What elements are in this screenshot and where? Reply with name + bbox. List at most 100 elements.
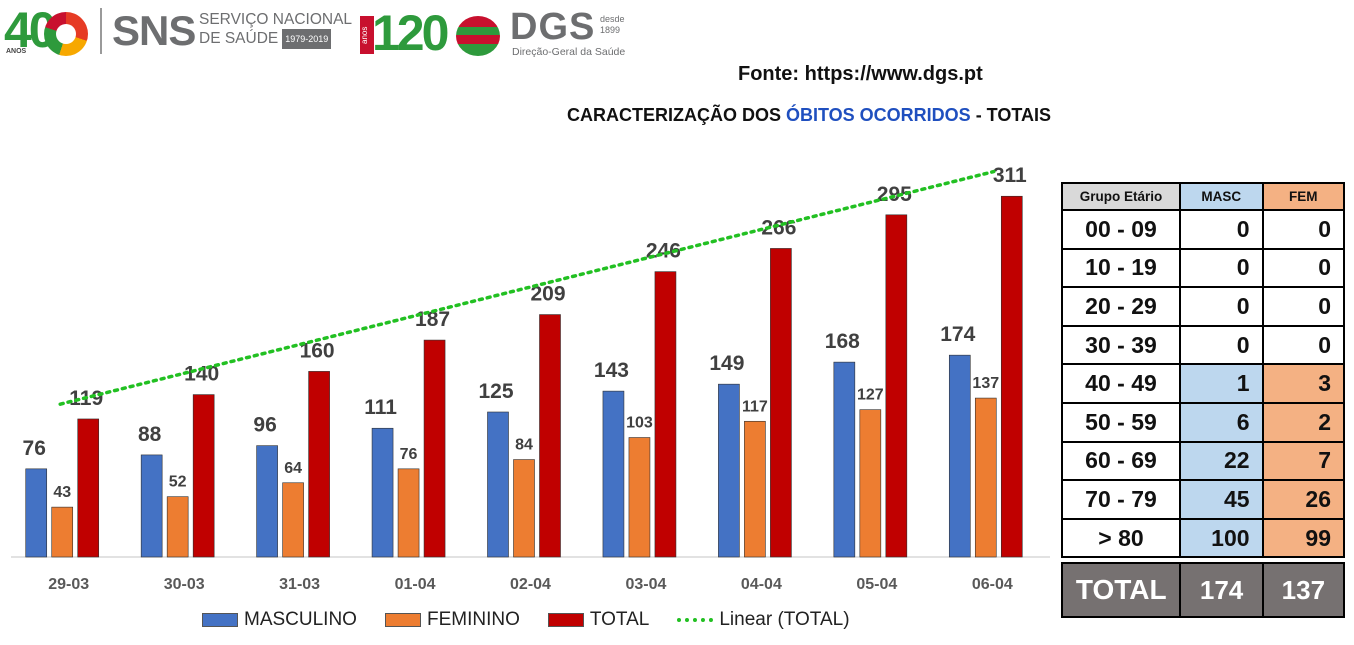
- bar-total-02-04: [539, 314, 561, 558]
- x-tick-label-01-04: 01-04: [395, 576, 436, 593]
- title-part-2: - TOTAIS: [970, 105, 1052, 125]
- data-label-total-06-04: 311: [993, 164, 1027, 187]
- total-masc: 174: [1179, 562, 1264, 618]
- sns-full-name: SERVIÇO NACIONAL DE SAÚDE 1979-2019: [199, 11, 352, 49]
- bar-masculino-05-04: [833, 361, 856, 558]
- dgs-anniv-number: 120: [372, 5, 449, 61]
- cell-masc: 0: [1178, 247, 1264, 289]
- table-row: 10 - 19 0 0: [1061, 247, 1346, 289]
- x-tick-label-30-03: 30-03: [164, 576, 205, 593]
- bar-masculino-03-04: [602, 390, 625, 558]
- legend-swatch-feminino: [384, 613, 421, 627]
- cell-fem: 2: [1261, 401, 1346, 443]
- cell-age-group: 70 - 79: [1061, 479, 1181, 520]
- data-label-feminino-01-04: 76: [400, 446, 418, 463]
- cell-fem: 3: [1261, 363, 1346, 404]
- legend-item-masculino: MASCULINO: [202, 609, 357, 631]
- cell-masc: 6: [1178, 401, 1264, 443]
- title-highlight: ÓBITOS OCORRIDOS: [786, 105, 971, 125]
- legend-label-masculino: MASCULINO: [244, 609, 357, 630]
- table-row: 40 - 49 1 3: [1061, 363, 1346, 404]
- cell-age-group: 30 - 39: [1061, 324, 1181, 366]
- sns-logo-text: SNS: [112, 7, 196, 54]
- bar-feminino-05-04: [859, 409, 882, 558]
- bar-feminino-04-04: [744, 420, 766, 558]
- total-row: TOTAL 174 137: [1060, 562, 1346, 618]
- bar-total-30-03: [192, 394, 215, 558]
- age-table-header-row: Grupo Etário MASC FEM: [1061, 182, 1346, 211]
- cell-fem: 26: [1261, 479, 1346, 520]
- bar-masculino-06-04: [948, 354, 971, 558]
- legend-swatch-masculino: [202, 613, 238, 627]
- table-row: 20 - 29 0 0: [1061, 286, 1346, 327]
- table-row: > 80 100 99: [1061, 517, 1346, 559]
- bar-feminino-29-03: [51, 506, 74, 558]
- data-label-feminino-04-04: 117: [742, 398, 768, 415]
- table-row: 30 - 39 0 0: [1061, 324, 1346, 366]
- cell-age-group: > 80: [1061, 517, 1181, 559]
- data-label-masculino-04-04: 149: [709, 352, 744, 375]
- legend-label-total: TOTAL: [589, 609, 650, 630]
- data-label-feminino-29-03: 43: [53, 484, 71, 501]
- data-label-feminino-02-04: 84: [515, 437, 533, 454]
- bar-total-29-03: [77, 418, 100, 558]
- total-fem: 137: [1261, 562, 1346, 618]
- dgs-since: desde 1899: [600, 14, 625, 36]
- bar-masculino-31-03: [256, 445, 278, 558]
- data-label-total-04-04: 266: [761, 216, 796, 239]
- chart-legend: MASCULINO FEMININO TOTAL Linear (TOTAL): [202, 609, 878, 631]
- bar-masculino-04-04: [718, 383, 740, 558]
- legend-item-feminino: FEMININO: [384, 609, 520, 631]
- x-tick-label-31-03: 31-03: [279, 576, 320, 593]
- trendline-linear-total: [58, 169, 996, 406]
- bar-masculino-02-04: [487, 411, 509, 558]
- data-label-feminino-31-03: 64: [284, 460, 302, 477]
- data-label-masculino-01-04: 111: [364, 396, 397, 419]
- data-label-feminino-30-03: 52: [169, 474, 187, 491]
- cell-masc: 0: [1178, 209, 1264, 250]
- cell-age-group: 20 - 29: [1061, 286, 1181, 327]
- cell-masc: 45: [1178, 479, 1264, 520]
- logo-divider: [100, 8, 102, 54]
- data-label-total-02-04: 209: [530, 283, 565, 306]
- sns-line-1: SERVIÇO NACIONAL: [199, 11, 353, 28]
- bar-feminino-31-03: [282, 482, 304, 558]
- total-label: TOTAL: [1060, 562, 1182, 618]
- cell-masc: 1: [1178, 363, 1264, 404]
- x-tick-label-06-04: 06-04: [972, 576, 1013, 593]
- bar-masculino-29-03: [25, 468, 48, 558]
- bar-masculino-01-04: [371, 427, 394, 558]
- table-row: 60 - 69 22 7: [1061, 440, 1346, 482]
- header-age-group: Grupo Etário: [1061, 182, 1181, 211]
- data-label-masculino-29-03: 76: [23, 437, 46, 460]
- title-part-1: CARACTERIZAÇÃO DOS: [567, 105, 786, 125]
- bar-total-05-04: [885, 214, 908, 558]
- dgs-logo-text: DGS: [510, 6, 596, 48]
- age-group-table: Grupo Etário MASC FEM 00 - 09 0 0 10 - 1…: [1061, 182, 1346, 559]
- x-tick-label-02-04: 02-04: [510, 576, 551, 593]
- bar-total-06-04: [1000, 195, 1023, 558]
- x-tick-label-29-03: 29-03: [48, 576, 89, 593]
- cell-fem: 99: [1261, 517, 1346, 559]
- data-label-masculino-05-04: 168: [825, 330, 860, 353]
- data-label-feminino-06-04: 137: [972, 375, 999, 392]
- cell-masc: 0: [1178, 324, 1264, 366]
- bar-total-03-04: [654, 271, 677, 558]
- x-tick-label-05-04: 05-04: [856, 576, 897, 593]
- anniv-small-text: ANOS: [6, 48, 27, 55]
- source-text: Fonte: https://www.dgs.pt: [738, 63, 983, 85]
- bar-feminino-06-04: [974, 397, 997, 558]
- cell-masc: 22: [1178, 440, 1264, 482]
- anniv-ring-icon: [44, 12, 88, 56]
- sns-line-2: DE SAÚDE: [199, 30, 279, 48]
- table-row: 50 - 59 6 2: [1061, 401, 1346, 443]
- chart-title: CARACTERIZAÇÃO DOS ÓBITOS OCORRIDOS - TO…: [567, 105, 1051, 126]
- bar-feminino-02-04: [513, 459, 535, 558]
- data-label-feminino-03-04: 103: [626, 415, 653, 432]
- data-label-masculino-30-03: 88: [138, 423, 162, 446]
- dgs-since-line-1: desde: [600, 14, 625, 24]
- legend-item-trendline: Linear (TOTAL): [677, 609, 850, 631]
- cell-age-group: 50 - 59: [1061, 401, 1181, 443]
- x-tick-label-04-04: 04-04: [741, 576, 782, 593]
- bar-masculino-30-03: [140, 454, 163, 558]
